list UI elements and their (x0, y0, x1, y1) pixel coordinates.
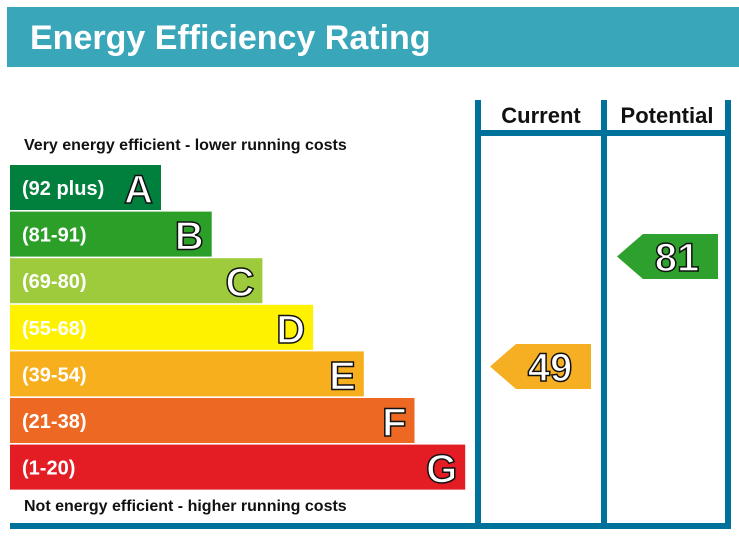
column-header-potential: Potential (621, 103, 714, 128)
band-range-E: (39-54) (22, 364, 86, 386)
bottom-note: Not energy efficient - higher running co… (24, 498, 347, 515)
band-bar-F (10, 398, 415, 443)
frame-line (10, 523, 731, 529)
title-bar (7, 7, 739, 67)
frame-line (601, 100, 607, 529)
frame-line (475, 100, 481, 529)
frame-line (725, 100, 731, 529)
band-bar-C (10, 258, 263, 304)
potential-rating-value: 81 (655, 236, 700, 280)
band-bar-B (10, 211, 212, 257)
band-letter-E: E (329, 354, 356, 398)
band-range-G: (1-20) (22, 458, 75, 480)
band-letter-C: C (226, 261, 255, 305)
frame-line (475, 130, 731, 136)
band-bar-G (10, 444, 466, 490)
potential-rating-arrow (617, 234, 718, 279)
band-bar-D (10, 304, 314, 350)
band-bar-E (10, 351, 364, 397)
band-range-D: (55-68) (22, 318, 86, 340)
current-rating-value: 49 (528, 346, 573, 390)
band-range-A: (92 plus) (22, 178, 104, 200)
top-note: Very energy efficient - lower running co… (24, 137, 347, 154)
band-letter-B: B (175, 215, 204, 259)
column-header-current: Current (501, 103, 581, 128)
band-bar-A (10, 165, 161, 210)
band-range-B: (81-91) (22, 225, 86, 247)
band-letter-F: F (382, 401, 406, 445)
band-letter-D: D (276, 308, 305, 352)
band-range-F: (21-38) (22, 411, 86, 433)
band-letter-A: A (124, 168, 153, 212)
band-letter-G: G (426, 448, 457, 492)
band-range-C: (69-80) (22, 271, 86, 293)
current-rating-arrow (490, 344, 591, 389)
chart-title: Energy Efficiency Rating (30, 19, 431, 57)
